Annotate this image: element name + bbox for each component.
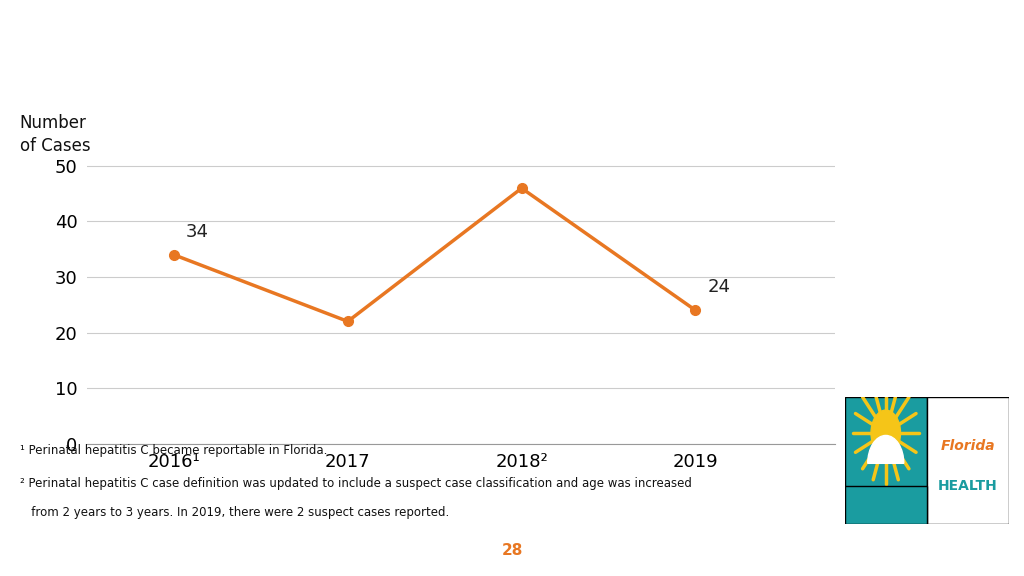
- Text: 2016–2019: 2016–2019: [415, 84, 609, 115]
- Text: ² Perinatal hepatitis C case definition was updated to include a suspect case cl: ² Perinatal hepatitis C case definition …: [20, 478, 692, 490]
- Text: 28: 28: [502, 543, 522, 558]
- FancyBboxPatch shape: [845, 397, 927, 524]
- Text: Perinatal Hepatitis C in Florida,: Perinatal Hepatitis C in Florida,: [227, 29, 797, 60]
- Text: HEALTH: HEALTH: [938, 479, 997, 493]
- Text: from 2 years to 3 years. In 2019, there were 2 suspect cases reported.: from 2 years to 3 years. In 2019, there …: [20, 506, 450, 520]
- Text: Number
of Cases: Number of Cases: [19, 114, 90, 156]
- Text: 34: 34: [186, 223, 209, 241]
- FancyBboxPatch shape: [845, 486, 927, 524]
- Text: 24: 24: [708, 278, 731, 297]
- Circle shape: [225, 536, 799, 564]
- Text: Florida: Florida: [940, 438, 995, 453]
- Text: ¹ Perinatal hepatitis C became reportable in Florida.: ¹ Perinatal hepatitis C became reportabl…: [20, 444, 328, 457]
- FancyBboxPatch shape: [927, 397, 1009, 524]
- Circle shape: [871, 410, 900, 456]
- Wedge shape: [867, 435, 904, 463]
